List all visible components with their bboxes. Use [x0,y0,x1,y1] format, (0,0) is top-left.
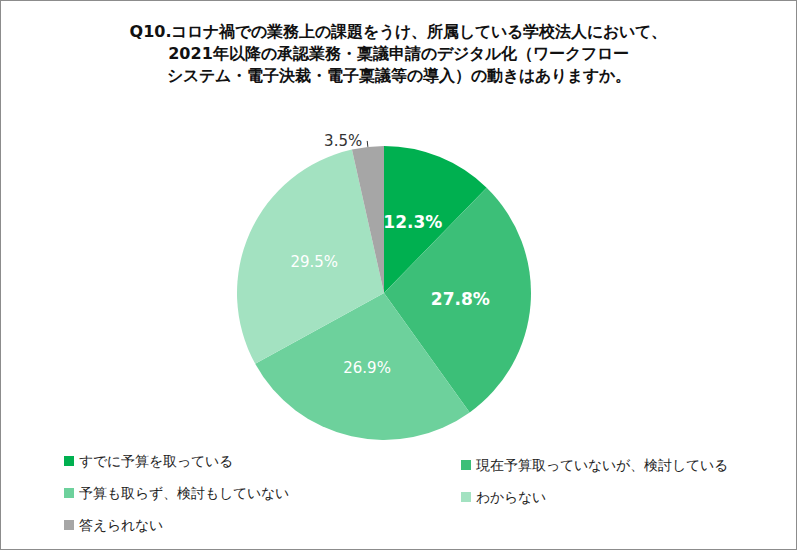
svg-text:Q10.コロナ禍での業務上の課題をうけ、所属している学校法人: Q10.コロナ禍での業務上の課題をうけ、所属している学校法人において、 [130,22,668,41]
svg-text:12.3%: 12.3% [383,212,442,232]
svg-text:26.9%: 26.9% [343,359,391,377]
svg-text:29.5%: 29.5% [290,253,338,271]
svg-text:2021年以降の承認業務・稟議申請のデジタル化（ワークフロー: 2021年以降の承認業務・稟議申請のデジタル化（ワークフロー [168,44,629,63]
svg-text:現在予算取っていないが、検討している: 現在予算取っていないが、検討している [476,457,728,473]
svg-text:すでに予算を取っている: すでに予算を取っている [79,453,233,469]
svg-text:27.8%: 27.8% [431,289,490,309]
svg-text:3.5%: 3.5% [324,132,362,150]
svg-text:システム・電子決裁・電子稟議等の導入）の動きはありますか。: システム・電子決裁・電子稟議等の導入）の動きはありますか。 [167,66,631,85]
svg-text:答えられない: 答えられない [79,517,163,533]
svg-text:わからない: わからない [476,489,546,505]
svg-text:予算も取らず、検討もしていない: 予算も取らず、検討もしていない [79,485,289,501]
